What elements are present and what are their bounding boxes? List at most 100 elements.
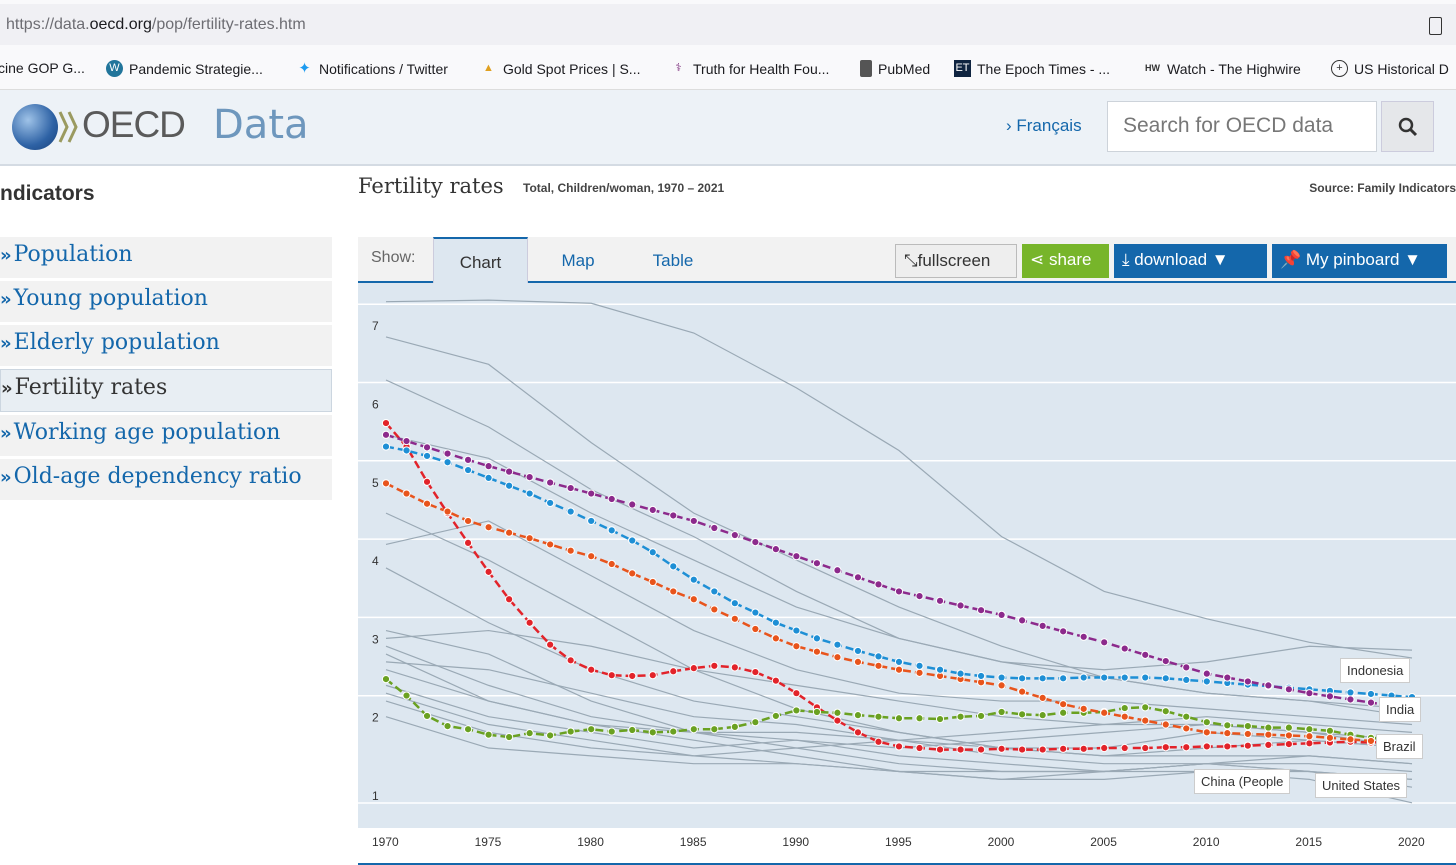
data-point-united-states <box>689 725 698 734</box>
data-point-united-states <box>1284 723 1293 732</box>
data-point-china-people-s-republic-of- <box>1018 745 1027 754</box>
x-tick-label: 1995 <box>885 835 912 849</box>
data-point-brazil <box>812 647 822 656</box>
data-point-brazil <box>566 546 575 555</box>
data-point-brazil <box>1202 728 1211 737</box>
site-name[interactable]: Data <box>213 102 309 148</box>
address-bar[interactable]: https://data.oecd.org/pop/fertility-rate… <box>0 0 1456 45</box>
data-point-china-people-s-republic-of- <box>730 663 739 672</box>
expand-icon: ⤡ <box>904 251 918 270</box>
search-button[interactable] <box>1381 101 1434 152</box>
data-point-china-people-s-republic-of- <box>874 737 883 746</box>
url-text[interactable]: https://data.oecd.org/pop/fertility-rate… <box>6 16 306 33</box>
x-tick-label: 2010 <box>1192 835 1220 849</box>
data-point-united-states <box>1059 708 1068 717</box>
data-point-brazil <box>771 634 780 643</box>
data-point-china-people-s-republic-of- <box>484 567 493 576</box>
data-point-china-people-s-republic-of- <box>566 656 575 665</box>
data-point-china-people-s-republic-of- <box>771 676 780 685</box>
data-point-united-states <box>546 731 555 740</box>
bookmark[interactable]: ✦ Notifications / Twitter <box>296 60 448 77</box>
data-point-india <box>1141 650 1150 659</box>
sidebar-item-fertility-rates[interactable]: »Fertility rates <box>0 369 332 412</box>
data-point-indonesia <box>1100 673 1109 682</box>
data-point-indonesia <box>915 661 924 670</box>
double-chevron-icon: » <box>1 378 13 399</box>
y-tick-label: 7 <box>372 319 379 333</box>
bookmark[interactable]: + US Historical D <box>1331 60 1449 77</box>
data-point-indonesia <box>566 507 575 516</box>
bookmark[interactable]: HW Watch - The Highwire <box>1145 60 1301 77</box>
epoch-times-icon: ET <box>954 60 971 77</box>
download-button[interactable]: ⤓ download ▼ <box>1114 244 1267 278</box>
data-point-united-states <box>525 729 534 738</box>
data-point-indonesia <box>1038 674 1047 683</box>
data-point-india <box>1243 677 1252 686</box>
data-point-brazil <box>381 479 391 488</box>
data-point-china-people-s-republic-of- <box>894 742 904 751</box>
data-point-indonesia <box>751 608 760 617</box>
data-point-brazil <box>587 552 596 561</box>
data-point-indonesia <box>976 671 986 681</box>
search-input[interactable]: Search for OECD data <box>1107 101 1377 152</box>
double-chevron-icon: » <box>0 289 12 310</box>
share-button[interactable]: ⋖ share <box>1022 244 1109 278</box>
data-point-china-people-s-republic-of- <box>546 640 555 649</box>
data-point-indonesia <box>935 665 945 674</box>
tab-map[interactable]: Map <box>561 251 595 270</box>
sidebar-item-working-age-population[interactable]: »Working age population <box>0 415 332 456</box>
bookmark[interactable]: W Pandemic Strategie... <box>106 60 263 77</box>
data-point-brazil <box>669 587 678 596</box>
double-chevron-icon: » <box>0 467 12 488</box>
sidebar-item-population[interactable]: »Population <box>0 237 332 278</box>
data-point-brazil <box>546 540 555 549</box>
data-point-brazil <box>505 528 514 537</box>
tab-chart[interactable]: Chart <box>433 237 528 283</box>
y-tick-label: 6 <box>372 398 379 412</box>
data-point-china-people-s-republic-of- <box>1038 745 1047 754</box>
data-point-india <box>792 552 801 561</box>
data-point-india <box>1018 616 1027 625</box>
reader-view-icon[interactable] <box>1429 17 1442 35</box>
data-point-indonesia <box>402 446 411 455</box>
data-point-united-states <box>402 691 411 700</box>
series-line-brazil <box>385 482 1413 746</box>
data-point-united-states <box>1161 707 1170 716</box>
data-point-indonesia <box>833 640 842 649</box>
data-point-china-people-s-republic-of- <box>1161 743 1170 752</box>
bookmark[interactable]: PubMed <box>860 60 930 77</box>
data-point-united-states <box>956 712 965 721</box>
data-point-indonesia <box>997 673 1006 682</box>
double-chevron-icon: » <box>0 333 12 354</box>
bookmark[interactable]: cine GOP G... <box>0 60 85 76</box>
sidebar-item-elderly-population[interactable]: »Elderly population <box>0 325 332 366</box>
sidebar-item-young-population[interactable]: »Young population <box>0 281 332 322</box>
chart-area[interactable]: 1 2 3 4 5 6 7 Indonesia India Brazil China (Pe… <box>358 283 1456 828</box>
data-point-china-people-s-republic-of- <box>1059 744 1068 753</box>
source-link[interactable]: Source: Family Indicators <box>1309 181 1456 195</box>
data-point-united-states <box>505 732 514 742</box>
data-point-india <box>935 596 945 605</box>
data-point-brazil <box>1120 712 1129 721</box>
data-point-brazil <box>997 681 1006 690</box>
data-point-brazil <box>463 516 473 526</box>
x-tick-label: 2020 <box>1398 835 1425 849</box>
bookmark[interactable]: ⚕ Truth for Health Fou... <box>670 60 830 77</box>
data-point-china-people-s-republic-of- <box>1223 742 1232 751</box>
data-point-indonesia <box>1079 673 1088 682</box>
pinboard-button[interactable]: 📌 My pinboard ▼ <box>1272 244 1447 278</box>
data-point-brazil <box>422 499 432 508</box>
language-link[interactable]: › Français <box>1006 116 1082 135</box>
fullscreen-button[interactable]: ⤡fullscreen <box>895 244 1017 278</box>
x-tick-label: 1975 <box>474 835 502 849</box>
data-point-indonesia <box>607 526 616 535</box>
data-point-brazil <box>1018 687 1027 696</box>
data-point-united-states <box>1202 718 1211 727</box>
sidebar-item-old-age-dependency-ratio[interactable]: »Old-age dependency ratio <box>0 459 332 500</box>
data-point-indonesia <box>505 481 514 490</box>
bookmark[interactable]: ET The Epoch Times - ... <box>954 60 1111 77</box>
data-point-china-people-s-republic-of- <box>1141 743 1150 753</box>
bookmark[interactable]: ▲ Gold Spot Prices | S... <box>480 60 640 77</box>
tab-table[interactable]: Table <box>652 251 694 270</box>
other-country-line <box>385 684 1413 773</box>
